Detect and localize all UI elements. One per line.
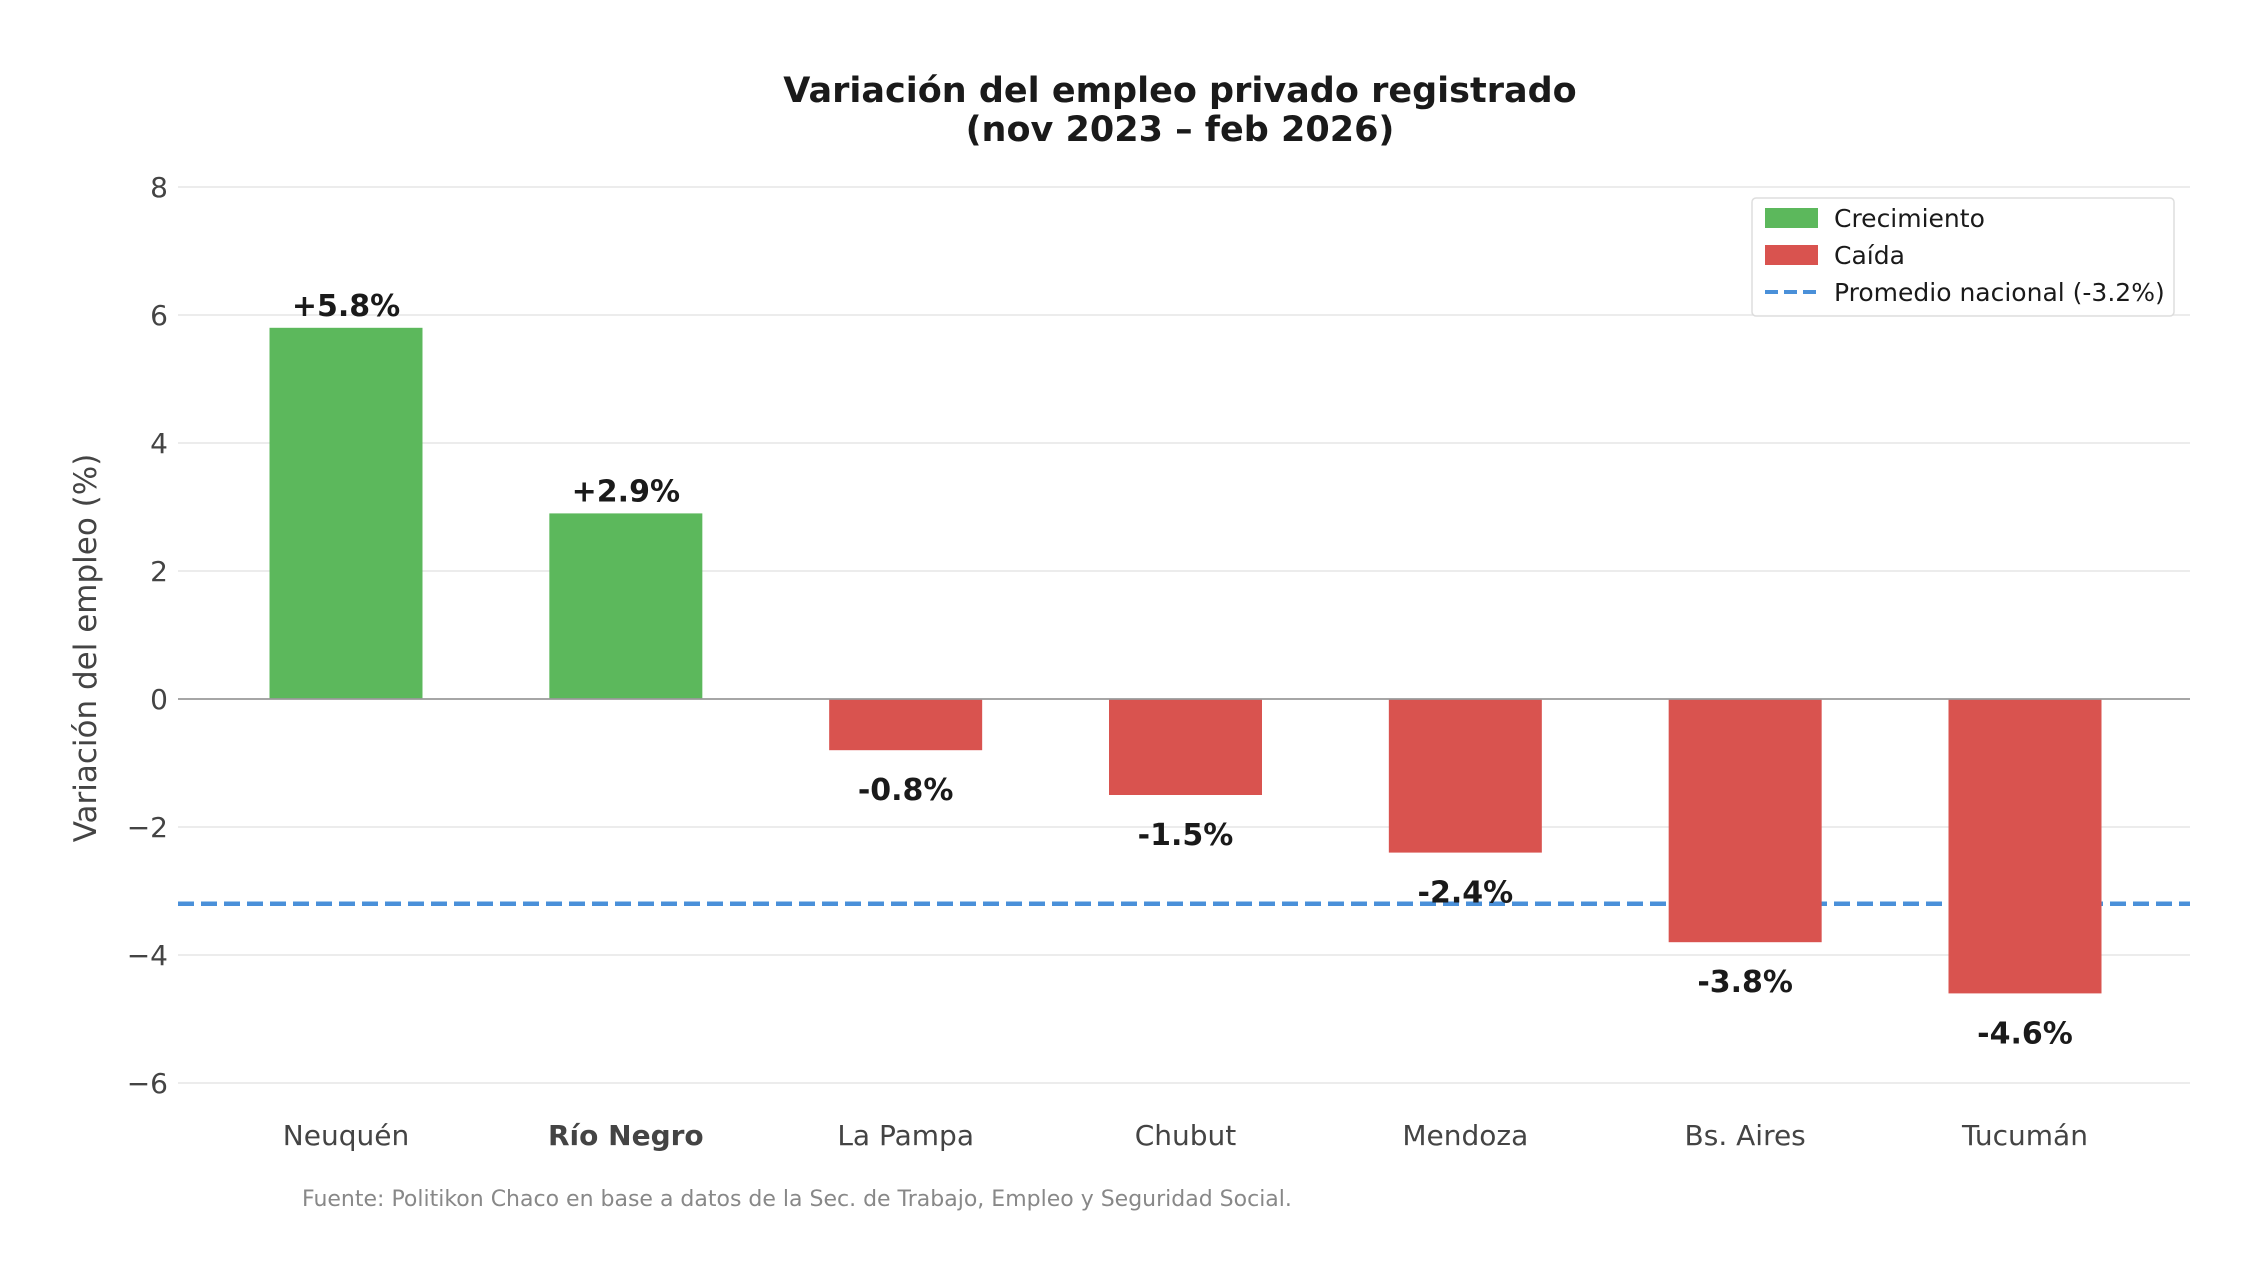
y-tick-label: 8 (150, 171, 168, 204)
data-label: -2.4% (1418, 876, 1514, 911)
legend-swatch-growth (1765, 208, 1818, 228)
x-tick-label: La Pampa (837, 1119, 974, 1152)
data-label: -0.8% (858, 773, 954, 808)
x-tick-label: Río Negro (548, 1119, 704, 1152)
x-tick-labels: Neuquén Río Negro La Pampa Chubut Mendoza Bs.… (283, 1119, 2088, 1152)
chart-title: Variación del empleo privado registrado (783, 71, 1576, 111)
data-label: -4.6% (1977, 1016, 2073, 1051)
chart-subtitle: (nov 2023 – feb 2026) (966, 110, 1395, 150)
x-tick-label: Tucumán (1961, 1119, 2088, 1152)
y-tick-label: −4 (127, 939, 168, 972)
legend-label-national-average: Promedio nacional (-3.2%) (1834, 278, 2165, 307)
y-tick-label: −2 (127, 811, 168, 844)
bar (1948, 699, 2102, 994)
bar (269, 327, 423, 699)
legend-frame (1751, 197, 2175, 317)
y-tick-labels: 8 6 4 2 0 −2 −4 −6 (127, 171, 168, 1100)
y-tick-label: 6 (150, 299, 168, 332)
y-axis-label: Variación del empleo (%) (68, 454, 104, 843)
bar (1109, 699, 1262, 795)
y-tick-label: 0 (150, 683, 168, 716)
data-label: -3.8% (1697, 965, 1793, 1000)
x-tick-label: Bs. Aires (1685, 1119, 1806, 1152)
source-note: Fuente: Politikon Chaco en base a datos … (302, 1187, 1292, 1212)
x-tick-label: Mendoza (1402, 1119, 1528, 1152)
y-tick-label: 4 (150, 427, 168, 460)
bar (829, 699, 983, 751)
legend-swatch-decline (1765, 245, 1818, 265)
gridlines (178, 186, 2190, 1084)
data-labels: +5.8% +2.9% -0.8% -1.5% -2.4% -3.8% -4.6% (292, 289, 2073, 1052)
legend-label-decline: Caída (1834, 241, 1905, 270)
data-label: +2.9% (572, 474, 680, 509)
x-tick-label: Chubut (1135, 1119, 1237, 1152)
data-label: +5.8% (292, 289, 400, 324)
legend-label-growth: Crecimiento (1834, 204, 1985, 233)
y-tick-label: −6 (127, 1067, 168, 1100)
bar (1668, 699, 1822, 943)
y-tick-label: 2 (150, 555, 168, 588)
bars (269, 327, 2102, 994)
bar (549, 513, 703, 699)
x-tick-label: Neuquén (283, 1119, 409, 1152)
data-label: -1.5% (1138, 818, 1234, 853)
legend: Crecimiento Caída Promedio nacional (-3.… (1751, 197, 2175, 317)
bar (1388, 699, 1542, 853)
